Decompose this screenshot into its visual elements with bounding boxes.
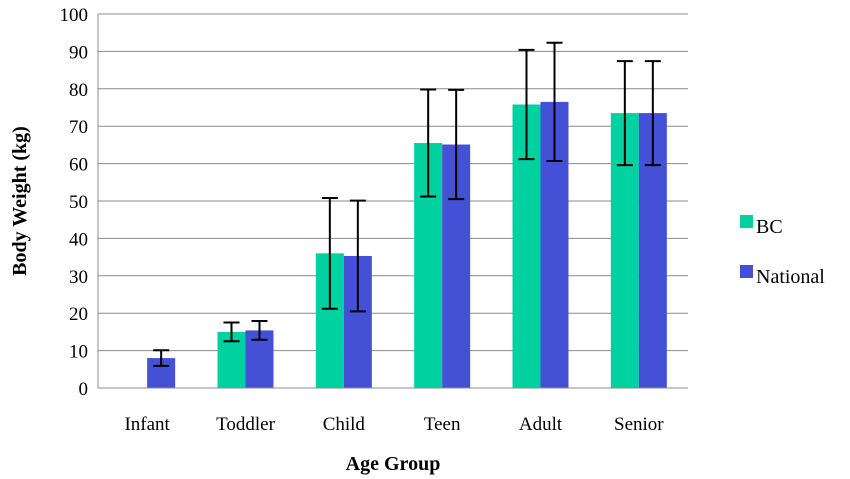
x-axis-title: Age Group bbox=[346, 453, 441, 475]
y-axis-title: Body Weight (kg) bbox=[9, 126, 31, 276]
error-bar-bc-toddler bbox=[223, 321, 240, 343]
y-tick-label: 70 bbox=[69, 117, 88, 138]
error-bar-national-adult bbox=[546, 41, 563, 162]
error-bar-national-infant bbox=[153, 349, 170, 367]
error-bar-bc-senior bbox=[616, 60, 633, 167]
y-tick-label: 90 bbox=[69, 42, 88, 63]
error-bar-national-child bbox=[349, 199, 366, 313]
y-tick-label: 60 bbox=[69, 155, 88, 176]
legend-label-national: National bbox=[756, 266, 825, 288]
error-bar-bc-child bbox=[321, 197, 338, 310]
error-bar-bc-teen bbox=[420, 88, 437, 198]
y-tick-label: 50 bbox=[69, 192, 88, 213]
bars bbox=[147, 101, 667, 389]
y-tick-label: 80 bbox=[69, 80, 88, 101]
y-tick-label: 30 bbox=[69, 267, 88, 288]
y-tick-label: 10 bbox=[69, 342, 88, 363]
error-bar-national-toddler bbox=[251, 320, 268, 341]
x-tick-label: Adult bbox=[519, 414, 563, 435]
y-tick-label: 100 bbox=[60, 5, 89, 26]
x-tick-label: Senior bbox=[614, 414, 664, 435]
x-tick-label: Infant bbox=[124, 414, 170, 435]
error-bar-bc-adult bbox=[518, 48, 535, 161]
legend-swatch-bc bbox=[740, 215, 753, 228]
x-tick-label: Teen bbox=[424, 414, 461, 435]
y-tick-label: 0 bbox=[79, 379, 89, 400]
legend-label-bc: BC bbox=[756, 216, 783, 238]
x-tick-label: Child bbox=[323, 414, 366, 435]
legend-swatch-national bbox=[740, 265, 753, 278]
error-bars bbox=[153, 41, 661, 367]
y-tick-labels: 0 10 20 30 40 50 60 70 80 90 100 bbox=[60, 5, 89, 400]
error-bar-national-senior bbox=[644, 60, 661, 167]
x-tick-label: Toddler bbox=[216, 414, 275, 435]
error-bar-national-teen bbox=[448, 88, 465, 201]
y-tick-label: 40 bbox=[69, 229, 88, 250]
y-tick-label: 20 bbox=[69, 304, 88, 325]
x-tick-labels: Infant Toddler Child Teen Adult Senior bbox=[124, 414, 664, 435]
gridlines bbox=[98, 13, 688, 352]
legend: BC National bbox=[740, 215, 825, 288]
